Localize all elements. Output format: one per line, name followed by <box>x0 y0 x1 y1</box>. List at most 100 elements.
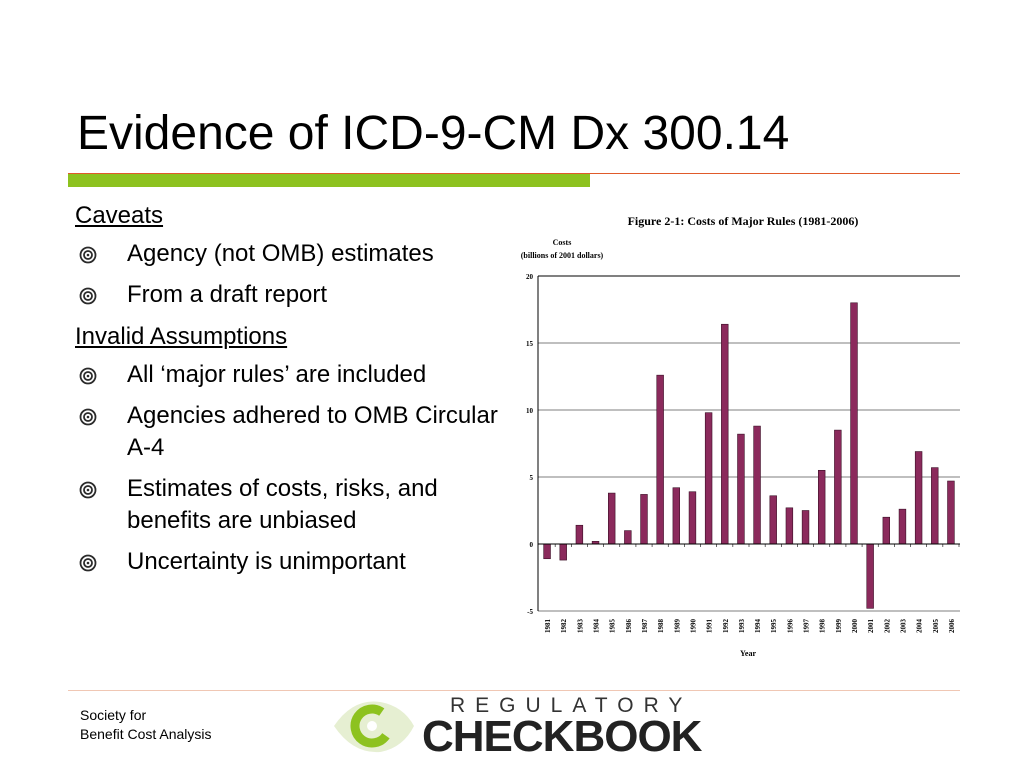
list-item: Agencies adhered to OMB Circular A-4 <box>75 400 515 464</box>
chart-bar-1982 <box>559 543 567 561</box>
chart-y-tick-label: 5 <box>530 474 534 482</box>
list-item-text: From a draft report <box>127 281 328 308</box>
chart-x-tick-label: 2004 <box>916 619 924 634</box>
chart-x-tick-label: 2006 <box>948 619 956 634</box>
target-bullet-icon <box>79 367 97 385</box>
chart-x-tick-label: 1998 <box>819 619 827 634</box>
chart-bar-2005 <box>931 467 939 545</box>
chart-x-tick-label: 1992 <box>722 619 730 634</box>
target-bullet-icon <box>79 287 97 305</box>
chart-x-tick-label: 2001 <box>867 619 875 634</box>
chart-y-tick-label: 0 <box>530 541 534 549</box>
chart-y-tick-label: -5 <box>527 608 533 616</box>
chart-bar-2004 <box>914 451 923 545</box>
logo-checkbook-text: CHECKBOOK <box>422 712 702 761</box>
chart-bar-2003 <box>898 508 907 545</box>
chart-bar-1990 <box>688 491 697 545</box>
chart-bar-1987 <box>640 494 648 545</box>
chart-x-tick-label: 1989 <box>673 619 681 634</box>
costs-bar-chart: Figure 2-1: Costs of Major Rules (1981-2… <box>521 214 960 658</box>
chart-x-tick-label: 2005 <box>932 619 940 634</box>
chart-x-ticks: 1981 1982 1983 1984 1985 1986 1987 1988 1989 1990… <box>544 544 960 634</box>
chart-bar-1994 <box>753 425 761 545</box>
chart-x-tick-label: 1988 <box>657 619 665 634</box>
chart-bar-1989 <box>672 487 681 545</box>
chart-x-tick-label: 1987 <box>641 619 649 634</box>
chart-bar-1981 <box>543 543 551 560</box>
chart-bar-2000 <box>850 302 858 545</box>
target-bullet-icon <box>79 408 97 426</box>
assumptions-list: All ‘major rules’ are included Agencies … <box>75 359 515 578</box>
list-item: Uncertainty is unimportant <box>75 546 515 578</box>
target-bullet-icon <box>79 481 97 499</box>
target-bullet-icon <box>79 554 97 572</box>
footer-society-line-2: Benefit Cost Analysis <box>80 726 212 742</box>
chart-title: Figure 2-1: Costs of Major Rules (1981-2… <box>628 214 859 228</box>
chart-bar-1995 <box>769 495 777 545</box>
footer-divider <box>68 690 960 691</box>
chart-x-tick-label: 1991 <box>706 619 714 634</box>
chart-bars <box>543 302 955 609</box>
list-item-text: All ‘major rules’ are included <box>127 361 427 388</box>
chart-y-tick-label: 15 <box>526 340 534 348</box>
chart-bar-1996 <box>785 507 794 545</box>
checkbook-c-logo-icon <box>334 701 414 753</box>
chart-x-tick-label: 1986 <box>625 619 633 634</box>
list-item-text: Agencies adhered to OMB Circular A-4 <box>127 402 498 461</box>
target-bullet-icon <box>79 246 97 264</box>
chart-bar-2001 <box>866 543 874 609</box>
bullet-content: Caveats Agency (not OMB) estimates From … <box>75 200 515 587</box>
chart-y-ticks: -5 0 5 10 15 20 <box>526 273 534 616</box>
slide-title: Evidence of ICD-9-CM Dx 300.14 <box>77 107 790 160</box>
chart-bar-1993 <box>737 433 745 545</box>
chart-x-tick-label: 1985 <box>609 619 617 634</box>
chart-grid <box>538 275 960 612</box>
chart-x-tick-label: 1996 <box>786 619 794 634</box>
list-item-text: Agency (not OMB) estimates <box>127 240 434 267</box>
chart-x-tick-label: 1995 <box>770 619 778 634</box>
chart-x-tick-label: 2002 <box>883 619 891 634</box>
list-item: All ‘major rules’ are included <box>75 359 515 391</box>
chart-bar-1985 <box>608 492 616 545</box>
chart-bar-1999 <box>834 429 842 545</box>
regulatory-checkbook-logo: REGULATORY CHECKBOOK <box>328 690 702 761</box>
logo-regulatory-text: REGULATORY <box>450 694 693 717</box>
chart-x-tick-label: 1981 <box>544 619 552 634</box>
chart-bar-1986 <box>624 530 632 545</box>
caveats-list: Agency (not OMB) estimates From a draft … <box>75 238 515 311</box>
chart-x-tick-label: 1997 <box>803 619 811 634</box>
list-item: Agency (not OMB) estimates <box>75 238 515 270</box>
chart-ylabel-line-2: (billions of 2001 dollars) <box>521 251 604 260</box>
chart-x-tick-label: 1982 <box>560 619 568 634</box>
chart-x-tick-label: 2003 <box>899 619 907 634</box>
chart-y-tick-label: 10 <box>526 407 534 415</box>
title-divider-green <box>68 174 590 187</box>
chart-ylabel-line-1: Costs <box>553 238 572 247</box>
chart-bar-2002 <box>882 516 890 545</box>
section-heading-caveats: Caveats <box>75 202 164 229</box>
chart-x-tick-label: 1983 <box>576 619 584 634</box>
chart-y-tick-label: 20 <box>526 273 534 281</box>
footer-society: Society for Benefit Cost Analysis <box>80 706 212 744</box>
list-item-text: Uncertainty is unimportant <box>127 548 406 575</box>
chart-bar-1983 <box>575 524 584 545</box>
list-item: Estimates of costs, risks, and benefits … <box>75 473 515 537</box>
chart-x-tick-label: 1999 <box>835 619 843 634</box>
chart-bar-1997 <box>801 510 810 545</box>
chart-bar-2006 <box>947 480 955 545</box>
footer-society-line-1: Society for <box>80 707 147 723</box>
chart-bar-1998 <box>817 469 826 545</box>
list-item-text: Estimates of costs, risks, and benefits … <box>127 475 438 534</box>
chart-bar-1988 <box>656 374 664 545</box>
section-heading-invalid-assumptions: Invalid Assumptions <box>75 323 288 350</box>
chart-x-tick-label: 2000 <box>851 619 859 634</box>
chart-x-tick-label: 1993 <box>738 619 746 634</box>
chart-bar-1991 <box>704 412 713 545</box>
chart-x-tick-label: 1994 <box>754 619 762 634</box>
chart-xlabel: Year <box>740 649 756 658</box>
list-item: From a draft report <box>75 279 515 311</box>
title-divider-thin <box>68 173 960 174</box>
chart-x-tick-label: 1984 <box>593 619 601 634</box>
chart-bar-1992 <box>721 323 729 545</box>
chart-x-tick-label: 1990 <box>689 619 697 634</box>
